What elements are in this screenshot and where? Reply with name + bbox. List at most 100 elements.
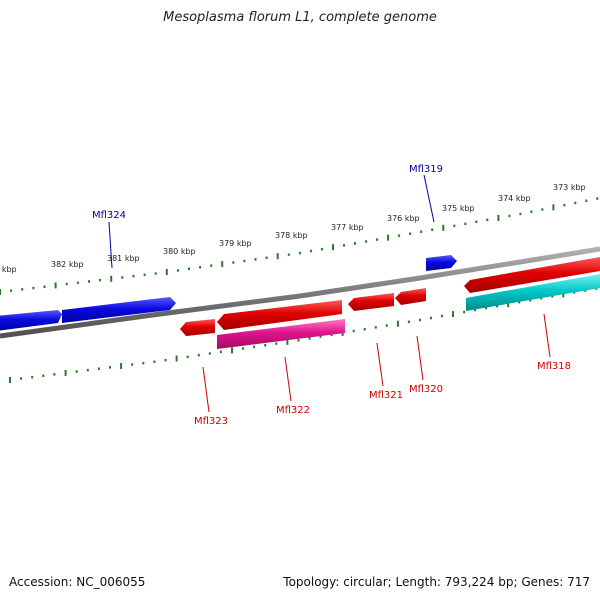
gene-arrow-mfl318-trna[interactable] xyxy=(466,274,600,311)
minor-tick xyxy=(32,286,35,290)
leader-mfl322 xyxy=(284,356,292,402)
major-tick xyxy=(442,224,445,231)
minor-tick xyxy=(43,285,46,288)
major-tick xyxy=(387,234,390,241)
major-tick xyxy=(54,282,57,289)
minor-tick xyxy=(298,251,301,255)
minor-tick xyxy=(475,220,478,224)
minor-tick xyxy=(186,355,189,359)
major-tick xyxy=(110,275,113,282)
minor-tick xyxy=(407,320,410,324)
minor-tick xyxy=(153,360,156,363)
minor-tick xyxy=(31,375,34,379)
minor-tick xyxy=(530,210,533,213)
minor-tick xyxy=(76,281,79,284)
minor-tick xyxy=(573,291,576,294)
minor-tick xyxy=(53,373,56,376)
gene-arrow-mfl319[interactable] xyxy=(426,255,457,271)
minor-tick xyxy=(354,242,356,245)
gene-label-mfl319[interactable]: Mfl319 xyxy=(409,164,443,175)
minor-tick xyxy=(20,377,23,380)
major-tick xyxy=(286,338,289,345)
gene-label-mfl323[interactable]: Mfl323 xyxy=(194,416,228,427)
minor-tick xyxy=(363,328,366,331)
gene-label-mfl321[interactable]: Mfl321 xyxy=(369,390,403,401)
minor-tick xyxy=(99,278,102,282)
minor-tick xyxy=(219,350,222,354)
leader-mfl320 xyxy=(416,335,424,381)
minor-tick xyxy=(176,269,179,272)
minor-tick xyxy=(242,347,245,350)
gene-arrow-mfl323[interactable] xyxy=(180,319,215,336)
minor-tick xyxy=(485,306,488,310)
major-tick xyxy=(552,204,555,211)
minor-tick xyxy=(508,214,511,218)
gene-arrow-mfl322-cds[interactable] xyxy=(217,300,342,330)
minor-tick xyxy=(419,318,421,322)
minor-tick xyxy=(197,353,200,357)
minor-tick xyxy=(496,304,499,308)
major-tick xyxy=(165,269,168,275)
major-tick xyxy=(562,291,565,298)
scale-label-379: 379 kbp xyxy=(219,239,252,248)
minor-tick xyxy=(596,197,599,200)
minor-tick xyxy=(121,276,124,279)
minor-tick xyxy=(595,287,598,290)
minor-tick xyxy=(21,288,24,291)
minor-tick xyxy=(541,208,544,211)
map-title: Mesoplasma florum L1, complete genome xyxy=(163,10,437,25)
major-tick xyxy=(507,301,510,308)
gene-label-mfl322[interactable]: Mfl322 xyxy=(276,405,310,416)
scale-label-375: 375 kbp xyxy=(442,204,475,213)
gene-label-mfl324[interactable]: Mfl324 xyxy=(92,210,126,221)
minor-tick xyxy=(540,297,543,300)
leader-mfl323 xyxy=(202,366,210,413)
gene-arrow[interactable] xyxy=(0,310,62,331)
minor-tick xyxy=(109,366,111,369)
minor-tick xyxy=(398,234,401,237)
gene-arrow-mfl320[interactable] xyxy=(395,288,426,305)
minor-tick xyxy=(243,259,246,263)
minor-tick xyxy=(143,273,146,277)
gene-arrow-mfl322-rrna[interactable] xyxy=(217,319,345,349)
minor-tick xyxy=(319,335,322,338)
scale-label-380: 380 kbp xyxy=(163,247,196,256)
minor-tick xyxy=(199,266,202,269)
minor-tick xyxy=(574,201,577,205)
minor-tick xyxy=(352,329,355,333)
major-tick xyxy=(221,261,224,268)
major-tick xyxy=(231,347,233,354)
minor-tick xyxy=(254,258,257,261)
leader-mfl324 xyxy=(108,221,113,269)
gene-label-mfl318[interactable]: Mfl318 xyxy=(537,361,571,372)
minor-tick xyxy=(420,230,423,233)
minor-tick xyxy=(232,261,235,264)
gene-arrow-mfl324[interactable] xyxy=(62,297,176,323)
minor-tick xyxy=(275,342,278,345)
major-tick xyxy=(0,289,1,295)
minor-tick xyxy=(210,264,213,267)
minor-tick xyxy=(208,352,211,355)
minor-tick xyxy=(297,339,300,342)
minor-tick xyxy=(97,367,100,370)
minor-tick xyxy=(519,212,522,216)
minor-tick xyxy=(430,316,432,320)
major-tick xyxy=(64,370,67,376)
accession-text: Accession: NC_006055 xyxy=(9,575,146,589)
scale-label-374: 374 kbp xyxy=(498,194,531,203)
scale-label-373: 373 kbp xyxy=(553,183,586,192)
minor-tick xyxy=(75,370,78,373)
minor-tick xyxy=(551,295,554,298)
minor-tick xyxy=(142,361,145,365)
major-tick xyxy=(120,362,123,369)
reverse-strand-features xyxy=(180,257,600,349)
gene-arrow-mfl318-cds[interactable] xyxy=(464,257,600,293)
gene-arrow-mfl321[interactable] xyxy=(348,293,394,311)
minor-tick xyxy=(264,344,267,347)
major-tick xyxy=(9,377,11,383)
gene-label-mfl320[interactable]: Mfl320 xyxy=(409,384,443,395)
minor-tick xyxy=(88,280,90,283)
major-tick xyxy=(276,253,279,260)
minor-tick xyxy=(409,232,412,235)
